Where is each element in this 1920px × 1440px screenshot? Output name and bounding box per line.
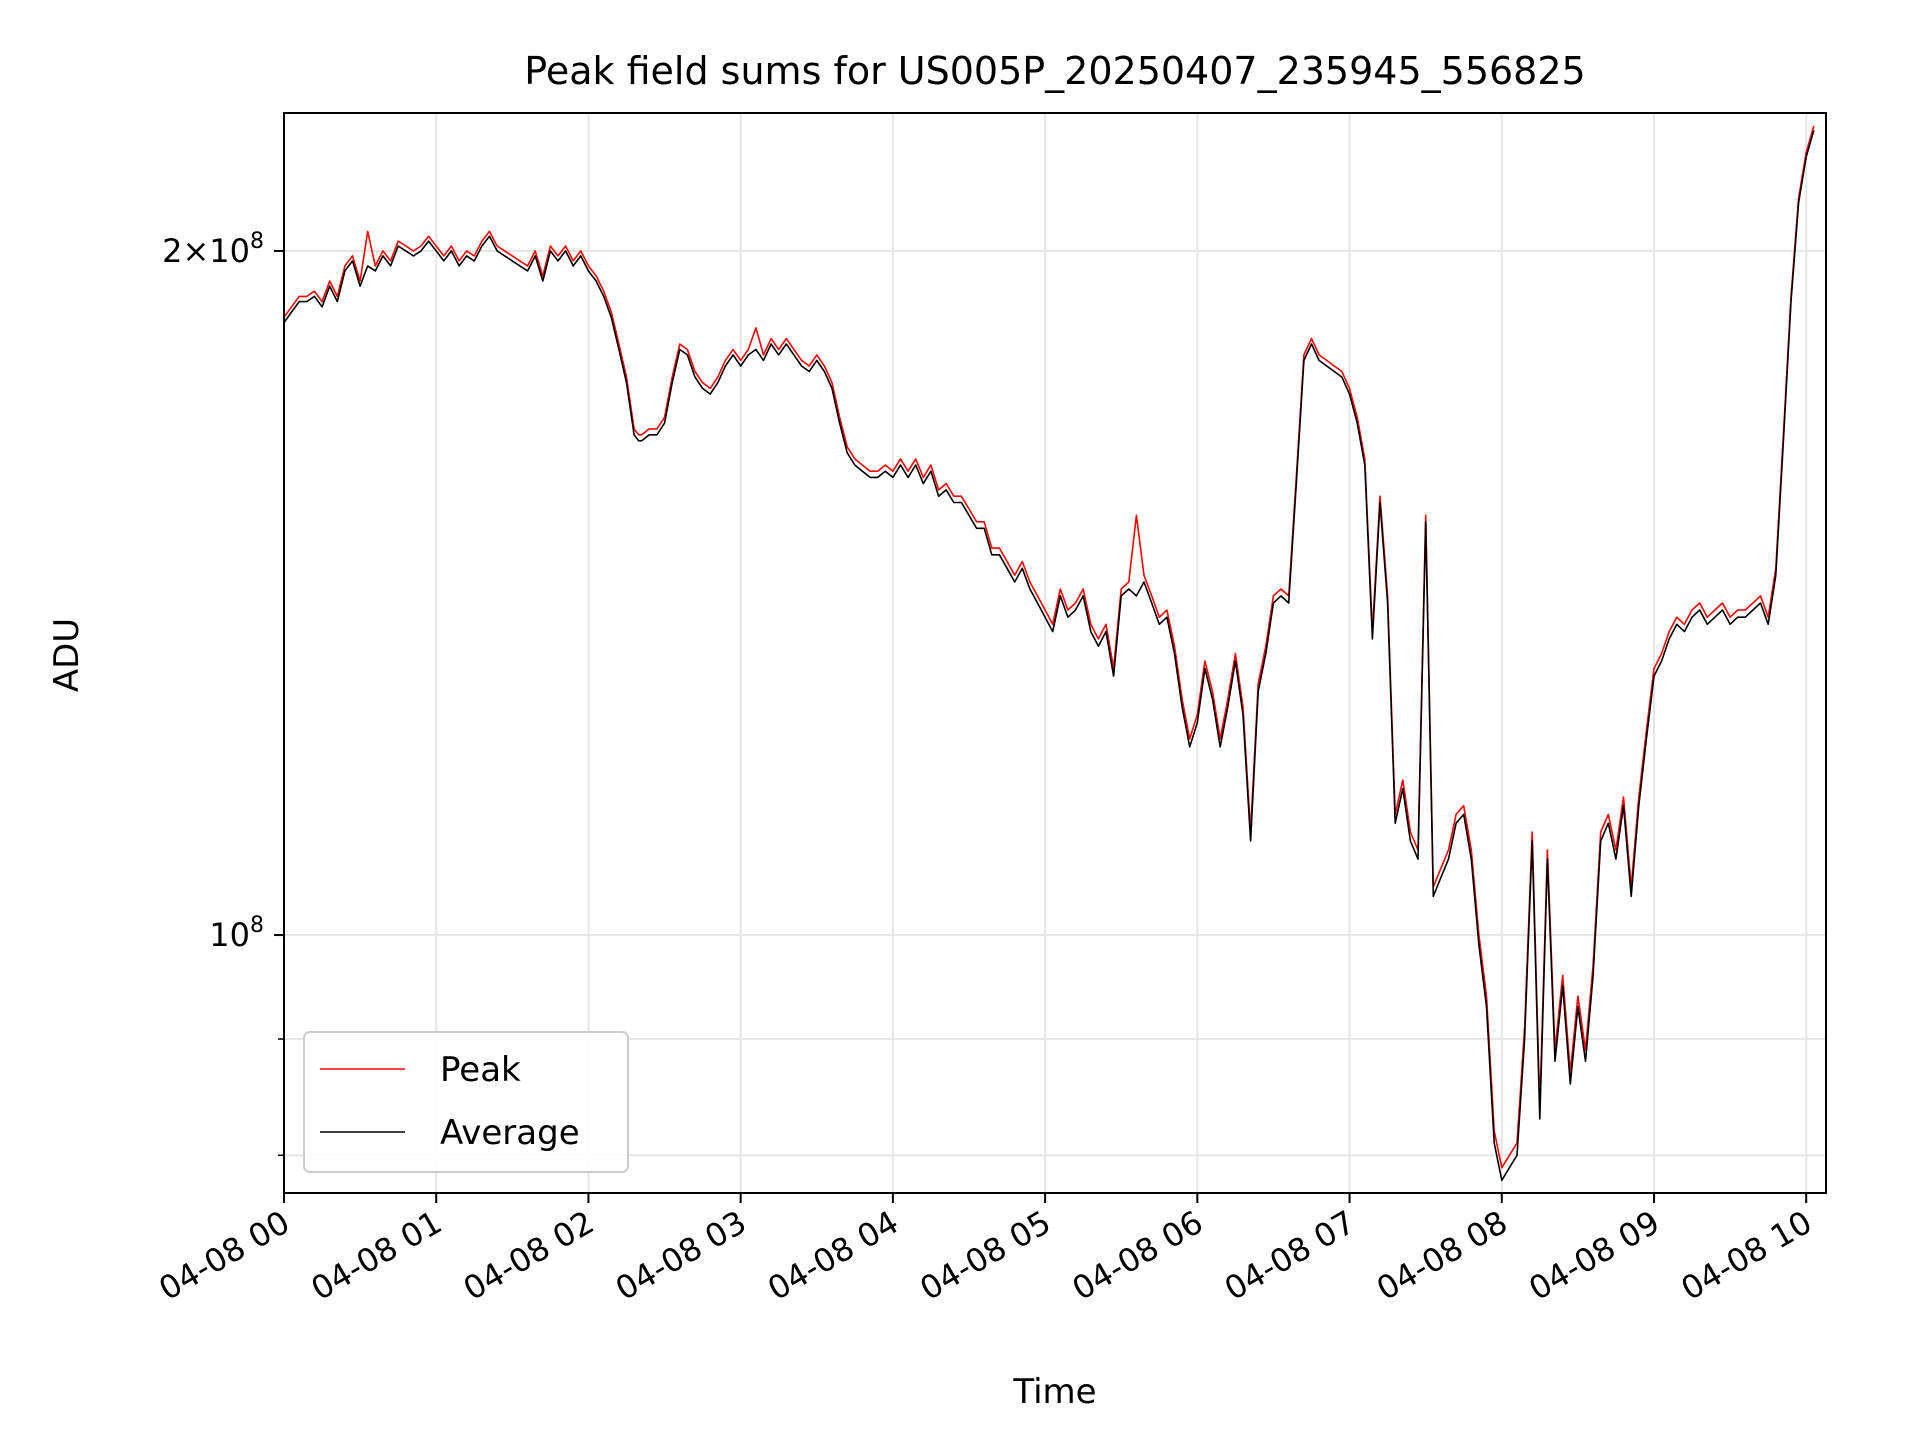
legend-box [303,1031,629,1173]
legend-label-average: Average [440,1113,580,1153]
chart-title: Peak field sums for US005P_20250407_2359… [524,49,1585,93]
legend: Peak Average [303,1031,629,1173]
series-lines [283,125,1815,1182]
y-tick-label: 2×108 [162,229,264,270]
legend-label-peak: Peak [440,1050,521,1090]
x-axis-label: Time [1012,1372,1096,1412]
grid-lines [283,113,1826,1193]
plot-frame [283,112,1827,1194]
y-axis-label: ADU [47,618,87,692]
series-line-average [283,130,1815,1182]
series-line-peak [283,125,1815,1169]
